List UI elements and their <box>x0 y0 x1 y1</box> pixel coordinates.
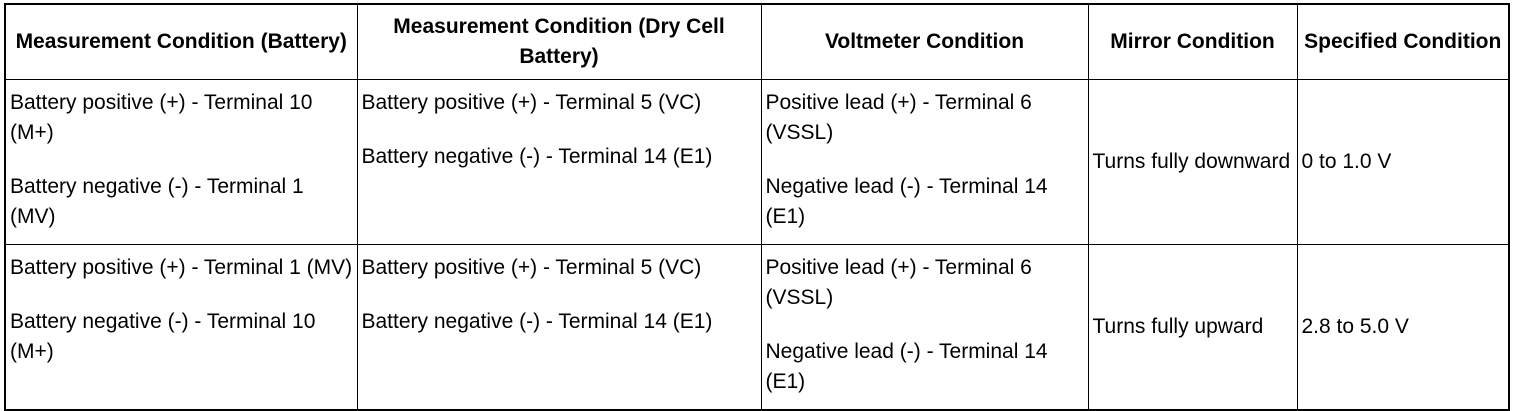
cell-battery-condition: Battery positive (+) - Terminal 10 (M+) … <box>4 79 358 245</box>
battery-negative-text: Battery negative (-) - Terminal 1 (MV) <box>10 175 304 228</box>
header-voltmeter-condition: Voltmeter Condition <box>760 3 1089 80</box>
header-measurement-condition-battery: Measurement Condition (Battery) <box>4 3 358 80</box>
header-measurement-condition-dry-cell: Measurement Condition (Dry Cell Battery) <box>356 3 762 80</box>
table-row: Battery positive (+) - Terminal 10 (M+) … <box>4 79 1510 245</box>
mirror-voltage-spec-table: Measurement Condition (Battery) Measurem… <box>4 3 1510 411</box>
cell-battery-condition: Battery positive (+) - Terminal 1 (MV) B… <box>4 244 358 411</box>
cell-specified-condition: 0 to 1.0 V <box>1296 79 1510 245</box>
cell-mirror-condition: Turns fully upward <box>1087 244 1298 411</box>
dry-cell-positive-text: Battery positive (+) - Terminal 5 (VC) <box>361 256 702 279</box>
table-header-row: Measurement Condition (Battery) Measurem… <box>4 3 1510 80</box>
table-row: Battery positive (+) - Terminal 1 (MV) B… <box>4 244 1510 411</box>
voltmeter-negative-text: Negative lead (-) - Terminal 14 (E1) <box>765 175 1048 228</box>
header-mirror-condition: Mirror Condition <box>1087 3 1298 80</box>
battery-positive-text: Battery positive (+) - Terminal 10 (M+) <box>10 91 313 144</box>
voltmeter-positive-text: Positive lead (+) - Terminal 6 (VSSL) <box>765 256 1032 309</box>
dry-cell-negative-text: Battery negative (-) - Terminal 14 (E1) <box>361 310 713 333</box>
cell-mirror-condition: Turns fully downward <box>1087 79 1298 245</box>
dry-cell-negative-text: Battery negative (-) - Terminal 14 (E1) <box>361 145 713 168</box>
dry-cell-positive-text: Battery positive (+) - Terminal 5 (VC) <box>361 91 702 114</box>
cell-specified-condition: 2.8 to 5.0 V <box>1296 244 1510 411</box>
cell-dry-cell-condition: Battery positive (+) - Terminal 5 (VC) B… <box>356 244 762 411</box>
battery-negative-text: Battery negative (-) - Terminal 10 (M+) <box>10 310 316 363</box>
voltmeter-negative-text: Negative lead (-) - Terminal 14 (E1) <box>765 340 1048 393</box>
battery-positive-text: Battery positive (+) - Terminal 1 (MV) <box>10 256 353 279</box>
cell-voltmeter-condition: Positive lead (+) - Terminal 6 (VSSL) Ne… <box>760 244 1089 411</box>
cell-voltmeter-condition: Positive lead (+) - Terminal 6 (VSSL) Ne… <box>760 79 1089 245</box>
voltmeter-positive-text: Positive lead (+) - Terminal 6 (VSSL) <box>765 91 1032 144</box>
header-specified-condition: Specified Condition <box>1296 3 1510 80</box>
spec-table-wrapper: Measurement Condition (Battery) Measurem… <box>4 3 1510 411</box>
cell-dry-cell-condition: Battery positive (+) - Terminal 5 (VC) B… <box>356 79 762 245</box>
